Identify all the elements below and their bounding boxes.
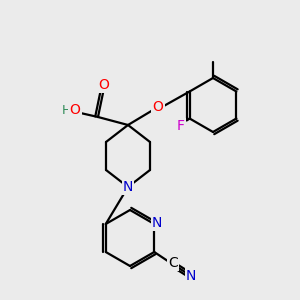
Text: N: N — [123, 180, 133, 194]
Text: H: H — [61, 103, 71, 116]
Text: O: O — [99, 78, 110, 92]
Text: F: F — [177, 119, 184, 134]
Text: O: O — [70, 103, 80, 117]
Text: C: C — [168, 256, 178, 270]
Text: N: N — [186, 269, 196, 283]
Text: N: N — [152, 216, 162, 230]
Text: O: O — [153, 100, 164, 114]
